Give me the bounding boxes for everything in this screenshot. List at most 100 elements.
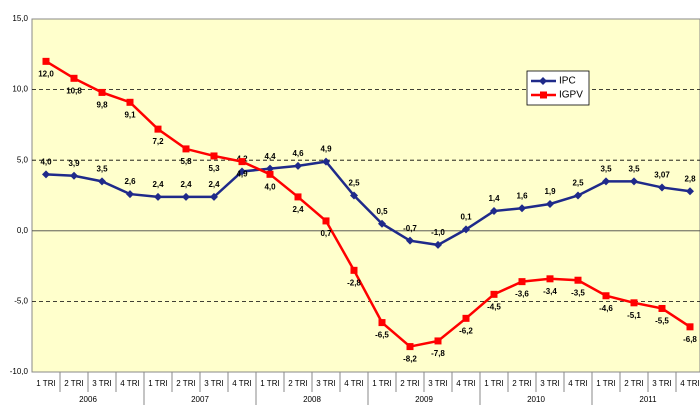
point xyxy=(154,125,162,133)
point xyxy=(686,187,694,196)
x-tick-label: 3 TRI xyxy=(92,379,111,388)
legend xyxy=(526,70,590,106)
point xyxy=(406,236,414,245)
point xyxy=(658,183,666,192)
data-label: 12,0 xyxy=(38,69,54,78)
point xyxy=(490,290,498,298)
legend-marker xyxy=(540,91,547,99)
data-label: 4,0 xyxy=(40,157,52,166)
point xyxy=(98,88,106,96)
point xyxy=(70,171,78,180)
data-label: 3,07 xyxy=(654,171,670,180)
point xyxy=(238,167,246,176)
data-label: 2,4 xyxy=(180,180,192,189)
point xyxy=(322,157,330,166)
point xyxy=(294,161,302,170)
data-label: 0,7 xyxy=(320,229,332,238)
year-label: 2006 xyxy=(79,395,97,404)
x-tick-label: 3 TRI xyxy=(540,379,559,388)
data-label: -3,5 xyxy=(571,288,585,297)
point xyxy=(630,177,638,186)
data-label: 2,4 xyxy=(152,180,164,189)
data-label: 10,8 xyxy=(66,86,82,95)
point xyxy=(546,199,554,208)
data-label: 2,4 xyxy=(292,205,304,214)
x-tick-label: 1 TRI xyxy=(148,379,167,388)
point xyxy=(210,152,218,160)
x-tick-label: 4 TRI xyxy=(456,379,475,388)
point xyxy=(378,319,386,327)
x-tick-label: 1 TRI xyxy=(260,379,279,388)
data-label: 3,5 xyxy=(600,164,612,173)
point xyxy=(490,207,498,216)
data-label: 4,6 xyxy=(292,149,304,158)
point xyxy=(434,240,442,249)
y-tick-label: -5,0 xyxy=(14,297,28,306)
data-label: 4,9 xyxy=(236,170,248,179)
point xyxy=(126,190,134,199)
point xyxy=(210,192,218,201)
point xyxy=(350,191,358,200)
x-tick-label: 2 TRI xyxy=(400,379,419,388)
x-tick-label: 4 TRI xyxy=(568,379,587,388)
legend-label: IGPV xyxy=(559,90,583,101)
x-tick-label: 4 TRI xyxy=(344,379,363,388)
data-label: 1,6 xyxy=(516,191,528,200)
year-label: 2011 xyxy=(639,395,657,404)
year-label: 2007 xyxy=(191,395,209,404)
data-label: 9,1 xyxy=(124,110,136,119)
point xyxy=(182,192,190,201)
data-label: 0,1 xyxy=(460,212,472,221)
point xyxy=(182,145,190,153)
data-label: 1,4 xyxy=(488,194,500,203)
point xyxy=(238,158,246,166)
data-label: -6,8 xyxy=(683,335,697,344)
x-tick-label: 1 TRI xyxy=(596,379,615,388)
point xyxy=(322,217,330,225)
x-tick-label: 4 TRI xyxy=(680,379,699,388)
legend-marker xyxy=(539,77,547,85)
x-tick-label: 2 TRI xyxy=(512,379,531,388)
series-line xyxy=(45,60,691,348)
point xyxy=(42,170,50,179)
point xyxy=(294,193,302,201)
point xyxy=(602,292,610,300)
x-tick-label: 2 TRI xyxy=(176,379,195,388)
point xyxy=(98,177,106,186)
x-tick-label: 2 TRI xyxy=(624,379,643,388)
data-label: -3,4 xyxy=(543,287,557,296)
data-label: 2,5 xyxy=(348,179,360,188)
point xyxy=(574,276,582,284)
x-tick-label: 2 TRI xyxy=(64,379,83,388)
point xyxy=(462,225,470,234)
data-label: -6,2 xyxy=(459,326,473,335)
y-tick-label: 5,0 xyxy=(17,155,29,164)
data-label: -8,2 xyxy=(403,355,417,364)
data-label: -4,6 xyxy=(599,304,613,313)
data-label: 4,4 xyxy=(264,152,276,161)
data-label: 3,5 xyxy=(628,164,640,173)
data-label: 3,9 xyxy=(68,159,80,168)
point xyxy=(378,219,386,228)
data-label: -6,5 xyxy=(375,331,389,340)
data-label: 1,9 xyxy=(544,187,556,196)
point xyxy=(630,299,638,307)
point xyxy=(518,278,526,286)
x-tick-label: 3 TRI xyxy=(652,379,671,388)
y-tick-label: -10,0 xyxy=(10,367,29,376)
data-label: -7,8 xyxy=(431,349,445,358)
data-label: 2,5 xyxy=(572,179,584,188)
point xyxy=(266,164,274,173)
data-label: -3,6 xyxy=(515,290,529,299)
y-tick-label: 15,0 xyxy=(12,14,28,23)
x-tick-label: 1 TRI xyxy=(36,379,55,388)
year-label: 2010 xyxy=(527,395,545,404)
data-label: 7,2 xyxy=(152,137,164,146)
data-label: 3,5 xyxy=(96,164,108,173)
data-label: 2,6 xyxy=(124,177,136,186)
point xyxy=(518,204,526,213)
data-label: 4,9 xyxy=(320,145,332,154)
x-tick-label: 4 TRI xyxy=(120,379,139,388)
point xyxy=(462,314,470,322)
point xyxy=(574,191,582,200)
